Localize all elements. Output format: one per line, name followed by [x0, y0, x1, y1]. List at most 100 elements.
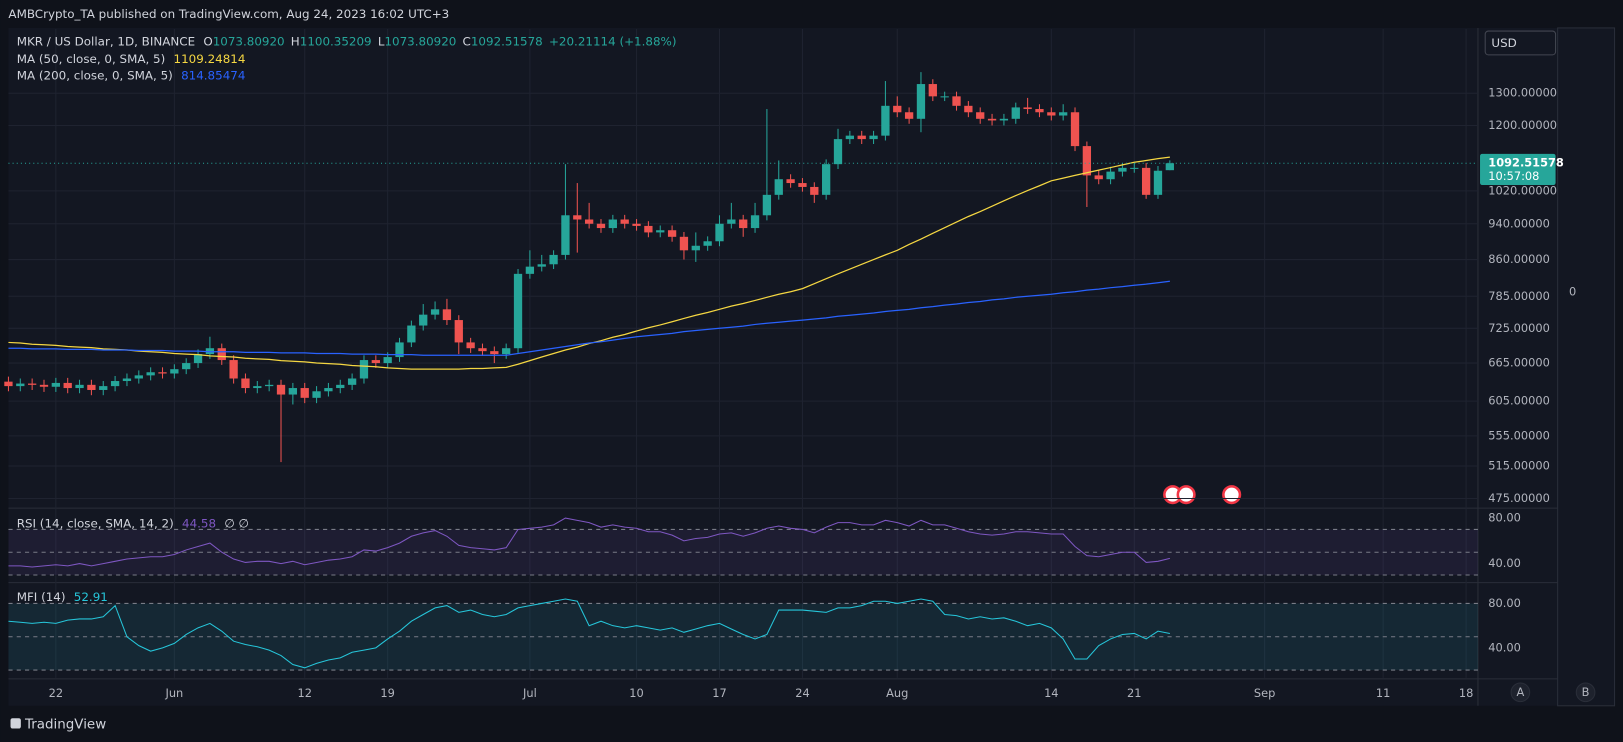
candle-body	[584, 219, 594, 224]
candle-body	[300, 388, 309, 398]
candle-body	[312, 391, 321, 398]
candle-body	[430, 309, 440, 315]
x-tick-label: 19	[380, 686, 394, 700]
candle-body	[454, 320, 463, 343]
y-tick-label: 555.00000	[1488, 428, 1550, 442]
candle-body	[1023, 107, 1032, 110]
x-tick-label: Jul	[522, 686, 537, 700]
candle-body	[99, 386, 108, 390]
ma-legend: MA (200, close, 0, SMA, 5) 814.85474	[17, 68, 246, 82]
ohlc-value: 1073.80920	[384, 34, 456, 48]
candle-body	[727, 219, 736, 224]
candle-body	[359, 360, 369, 379]
candle-body	[525, 266, 535, 274]
legend-name: MA (50, close, 0, SMA, 5)	[17, 51, 166, 65]
candle-body	[1011, 107, 1020, 119]
candle-body	[774, 179, 783, 195]
candle-body	[39, 384, 49, 387]
legend-value: 1109.24814	[174, 51, 246, 65]
candle-body	[419, 314, 428, 326]
legend-note: ∅ ∅	[224, 516, 249, 530]
scale-button[interactable]	[1575, 682, 1596, 703]
scale-button-label: B	[1582, 685, 1590, 699]
candle-body	[798, 183, 807, 187]
legend-value: 814.85474	[181, 68, 245, 82]
y-tick-label: 475.00000	[1488, 491, 1550, 505]
candle-body	[371, 360, 380, 364]
candle-body	[442, 309, 452, 321]
candle-body	[1094, 175, 1103, 180]
candle-body	[952, 96, 961, 106]
price-legend: MKR / US Dollar, 1D, BINANCE O1073.80920 H…	[17, 34, 677, 48]
candle-body	[916, 84, 926, 119]
candle-body	[1035, 109, 1044, 113]
candle-body	[940, 96, 949, 98]
event-flag[interactable]	[1176, 485, 1196, 505]
rsi-legend: RSI (14, close, SMA, 14, 2) 44.58 ∅ ∅	[17, 516, 249, 530]
candle-body	[596, 223, 606, 229]
currency-label: USD	[1491, 36, 1516, 50]
candle-body	[146, 372, 155, 376]
y-tick-label: 785.00000	[1488, 289, 1550, 303]
candle-body	[1130, 167, 1139, 169]
candle-body	[253, 386, 262, 389]
candle-body	[265, 384, 274, 387]
candle-body	[703, 241, 712, 246]
candle-body	[691, 245, 700, 251]
candle-body	[513, 273, 523, 349]
y-tick-label: 1200.00000	[1488, 118, 1557, 132]
last-price-box	[1480, 153, 1556, 185]
candle-body	[857, 135, 866, 140]
candle-body	[822, 164, 831, 195]
candle-body	[490, 351, 499, 355]
candle-body	[87, 384, 96, 390]
y-tick-label: 1020.00000	[1488, 183, 1557, 197]
candle-body	[1118, 167, 1127, 172]
event-flag[interactable]	[1222, 485, 1242, 505]
publish-header: AMBCrypto_TA published on TradingView.co…	[8, 7, 449, 21]
candle-body	[869, 135, 878, 140]
candle-body	[608, 219, 617, 229]
x-tick-label: 12	[297, 686, 311, 700]
candle-body	[193, 354, 203, 364]
candle-body	[4, 381, 13, 387]
currency-button[interactable]	[1484, 30, 1557, 56]
candle-body	[656, 230, 665, 233]
candle-body	[51, 382, 60, 387]
mfi-legend: MFI (14) 52.91	[17, 590, 108, 604]
candle-body	[750, 215, 760, 229]
candle-body	[1153, 170, 1163, 195]
y-tick-label: 940.00000	[1488, 216, 1550, 230]
y-tick-label: 605.00000	[1488, 394, 1550, 408]
footer-logo: TradingView	[10, 717, 106, 732]
candle-body	[16, 383, 25, 387]
candle-body	[1165, 163, 1174, 171]
candle-body	[27, 383, 37, 385]
candle-body	[347, 378, 357, 385]
right-zero: 0	[1569, 284, 1576, 298]
y-tick-label: 725.00000	[1488, 321, 1550, 335]
candle-body	[1047, 112, 1056, 116]
brand: TradingView	[24, 717, 106, 732]
y-tick-label: 40.00	[1488, 640, 1521, 654]
candle-body	[561, 215, 570, 255]
legend-value: 52.91	[74, 590, 108, 604]
x-tick-label: 14	[1044, 686, 1058, 700]
candle-body	[478, 348, 487, 352]
candle-body	[845, 135, 855, 140]
indicator-line	[8, 598, 1170, 669]
plot: 22 Jun 12 19 Jul 10 17 24 Aug 14 21 Sep 11 18 1300.000…	[4, 27, 1564, 706]
scale-button[interactable]	[1510, 682, 1531, 703]
candle-body	[881, 105, 890, 136]
candle-body	[407, 325, 416, 343]
candle-body	[644, 225, 653, 233]
legend-name: MFI (14)	[17, 590, 66, 604]
candle-body	[833, 139, 843, 165]
candle-body	[182, 363, 191, 370]
candle-body	[122, 378, 132, 382]
candle-body	[134, 375, 143, 379]
candle-body	[976, 112, 985, 119]
symbol-title: MKR / US Dollar, 1D, BINANCE	[17, 34, 195, 48]
